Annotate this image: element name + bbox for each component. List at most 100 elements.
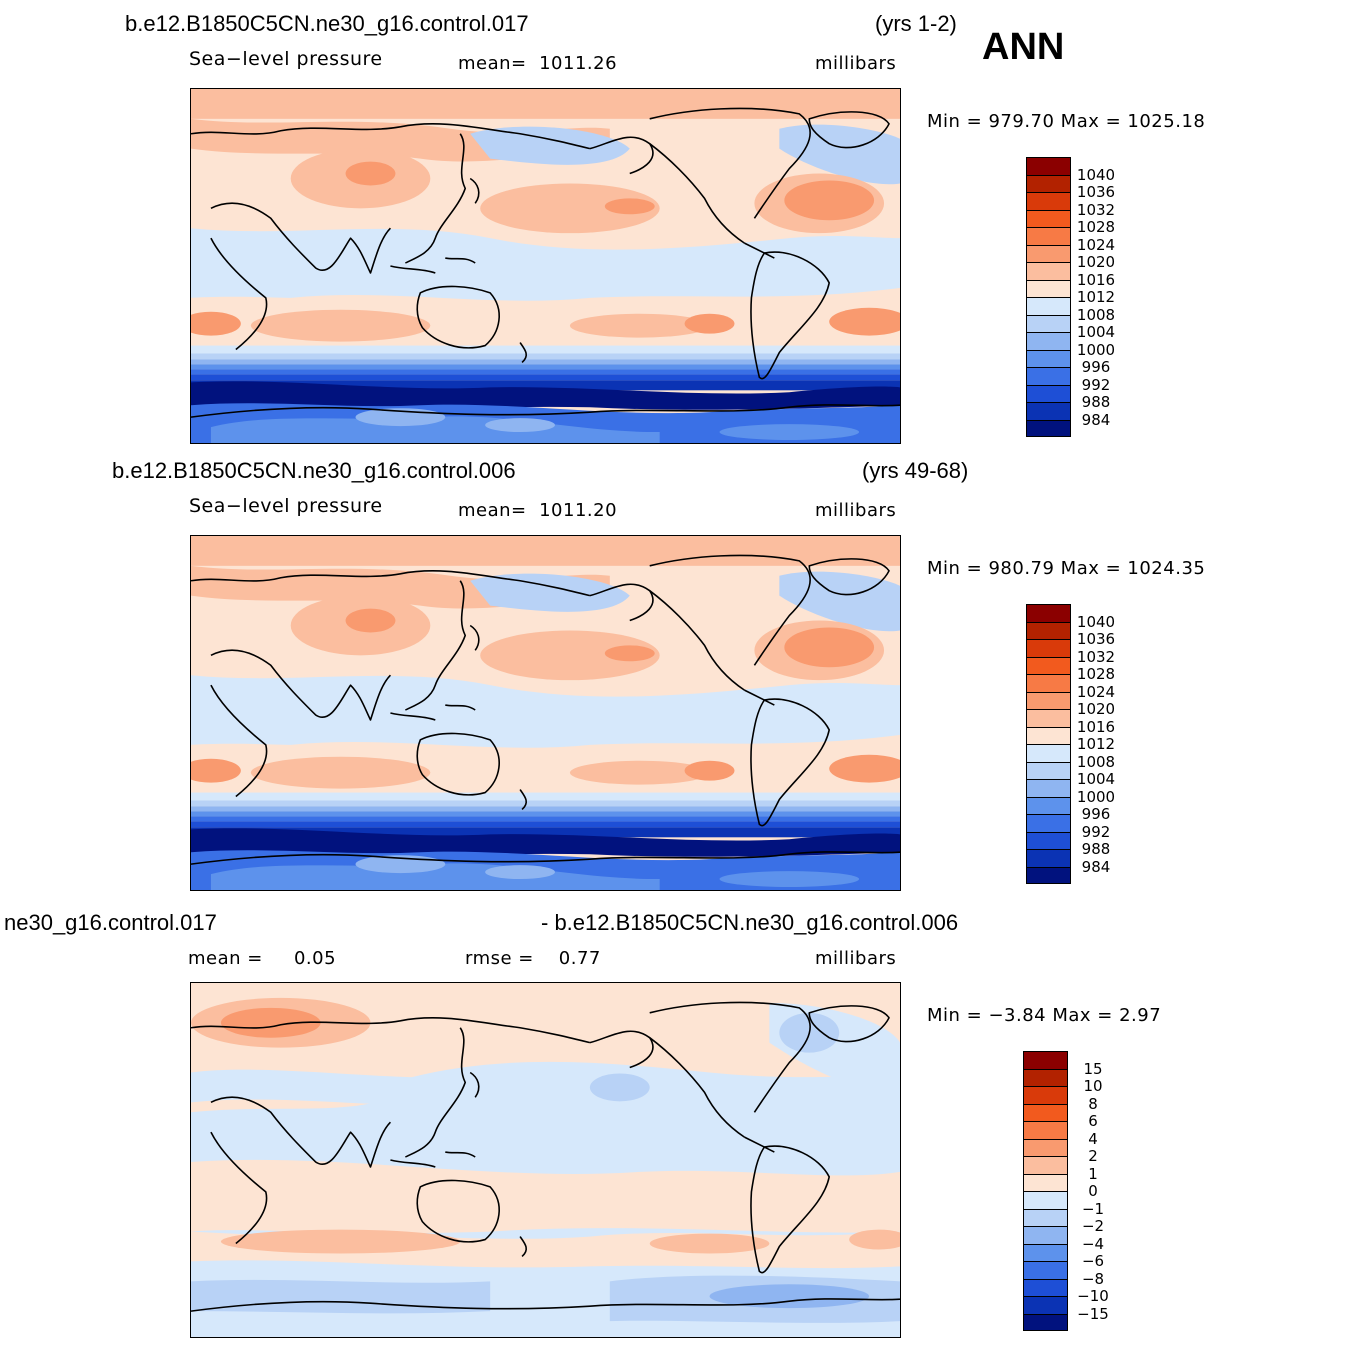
colorbar-swatch: [1027, 605, 1070, 623]
colorbar-label: 996: [1081, 358, 1111, 376]
colorbar-swatch: [1027, 175, 1070, 193]
colorbar-label: −15: [1077, 1304, 1109, 1323]
colorbar-label: 1040: [1076, 165, 1116, 184]
colorbar-swatch: [1024, 1122, 1067, 1140]
colorbar-swatch: [1027, 692, 1070, 710]
colorbar-swatch: [1027, 403, 1070, 421]
colorbar-swatch: [1024, 1104, 1067, 1122]
colorbar-swatch: [1027, 727, 1070, 745]
colorbar-swatch: [1027, 640, 1070, 658]
panel3-units: millibars: [815, 948, 897, 969]
colorbar-label: 996: [1081, 805, 1111, 823]
colorbar-label: 1032: [1076, 200, 1116, 219]
colorbar-label: 1004: [1076, 323, 1116, 341]
colorbar-label: −4: [1081, 1234, 1105, 1253]
colorbar-label: 10: [1083, 1077, 1103, 1095]
panel1-variable: Sea−level pressure: [189, 48, 383, 70]
colorbar-label: 1032: [1076, 647, 1116, 666]
colorbar-label: 0: [1088, 1182, 1098, 1200]
colorbar-swatch: [1027, 385, 1070, 403]
colorbar-label: −2: [1081, 1217, 1105, 1235]
colorbar-swatch: [1027, 333, 1070, 351]
colorbar-label: 992: [1081, 375, 1111, 394]
colorbar-swatch: [1027, 832, 1070, 850]
colorbar-label: 1016: [1076, 717, 1116, 736]
colorbar-swatch: [1027, 745, 1070, 763]
colorbar-swatch: [1027, 867, 1070, 883]
colorbar-label: 984: [1081, 857, 1111, 876]
colorbar-label: 2: [1088, 1147, 1098, 1165]
colorbar-swatch: [1027, 710, 1070, 728]
colorbar-label: 984: [1081, 410, 1111, 429]
colorbar-swatch: [1027, 228, 1070, 246]
colorbar-swatch: [1024, 1052, 1067, 1070]
panel2-units: millibars: [815, 500, 897, 521]
colorbar-label: 1020: [1076, 700, 1116, 718]
colorbar-label: 988: [1081, 393, 1111, 411]
colorbar-label: 992: [1081, 822, 1111, 841]
colorbar-label: 15: [1083, 1059, 1103, 1078]
panel2-minmax: Min = 980.79 Max = 1024.35: [927, 558, 1206, 579]
colorbar-swatch: [1027, 210, 1070, 228]
colorbar-swatch: [1027, 350, 1070, 368]
colorbar-label: −1: [1081, 1199, 1105, 1218]
colorbar-box: [1023, 1051, 1068, 1331]
colorbar-label: 1: [1088, 1164, 1098, 1183]
colorbar-label: 988: [1081, 840, 1111, 858]
colorbar-swatch: [1024, 1192, 1067, 1210]
colorbar-swatch: [1024, 1087, 1067, 1105]
colorbar-label: 1004: [1076, 770, 1116, 788]
panel1-minmax: Min = 979.70 Max = 1025.18: [927, 111, 1206, 132]
colorbar-swatch: [1024, 1279, 1067, 1297]
colorbar-swatch: [1027, 368, 1070, 386]
colorbar-swatch: [1027, 245, 1070, 263]
colorbar-swatch: [1027, 622, 1070, 640]
panel3-rmse-label: rmse = 0.77: [465, 950, 601, 968]
panel1-years: (yrs 1-2): [875, 11, 957, 36]
panel3-rmse-key: rmse =: [465, 948, 534, 969]
colorbar-label: −8: [1081, 1269, 1105, 1288]
colorbar-label: 1012: [1076, 735, 1116, 753]
colorbar-label: 1020: [1076, 253, 1116, 271]
colorbar-label: −10: [1077, 1287, 1109, 1305]
colorbar-label: 1040: [1076, 612, 1116, 631]
colorbar-label: −6: [1081, 1252, 1105, 1270]
colorbar-swatch: [1024, 1244, 1067, 1262]
panel3-case-right: - b.e12.B1850C5CN.ne30_g16.control.006: [541, 910, 959, 935]
colorbar-swatch: [1027, 675, 1070, 693]
panel2-years: (yrs 49-68): [862, 458, 969, 483]
colorbar-swatch: [1024, 1157, 1067, 1175]
panel1-mean-value: 1011.26: [539, 53, 618, 74]
colorbar-label: 1024: [1076, 235, 1116, 254]
panel3-rmse-value: 0.77: [558, 948, 601, 969]
panel1-mean-key: mean=: [458, 53, 527, 74]
colorbar-swatch: [1024, 1314, 1067, 1330]
colorbar-label: 1012: [1076, 288, 1116, 306]
panel2-mean-value: 1011.20: [539, 500, 618, 521]
colorbar-label: 1036: [1076, 630, 1116, 648]
panel1-case-title: b.e12.B1850C5CN.ne30_g16.control.017: [125, 11, 529, 36]
colorbar-label: 1024: [1076, 682, 1116, 701]
panel2-case-title: b.e12.B1850C5CN.ne30_g16.control.006: [112, 458, 516, 483]
colorbar-swatch: [1024, 1297, 1067, 1315]
panel2-map: [190, 535, 901, 891]
colorbar-swatch: [1027, 657, 1070, 675]
panel3-mean-key: mean =: [188, 948, 263, 969]
colorbar-box: [1026, 157, 1071, 437]
colorbar-swatch: [1024, 1139, 1067, 1157]
colorbar-label: 8: [1088, 1094, 1098, 1113]
panel2-mean-key: mean=: [458, 500, 527, 521]
panel3-minmax: Min = −3.84 Max = 2.97: [927, 1005, 1162, 1026]
colorbar-swatch: [1027, 298, 1070, 316]
colorbar-swatch: [1027, 762, 1070, 780]
panel3-mean-label: mean = 0.05: [188, 950, 336, 968]
panel2-mean-label: mean= 1011.20: [458, 502, 617, 520]
colorbar-swatch: [1024, 1069, 1067, 1087]
panel2-variable: Sea−level pressure: [189, 495, 383, 517]
panel3-mean-value: 0.05: [293, 948, 337, 969]
panel1-mean-label: mean= 1011.26: [458, 55, 617, 73]
season-label: ANN: [982, 26, 1065, 68]
colorbar-label: 1000: [1076, 787, 1116, 806]
colorbar-label: 1008: [1076, 752, 1116, 771]
colorbar-swatch: [1027, 280, 1070, 298]
